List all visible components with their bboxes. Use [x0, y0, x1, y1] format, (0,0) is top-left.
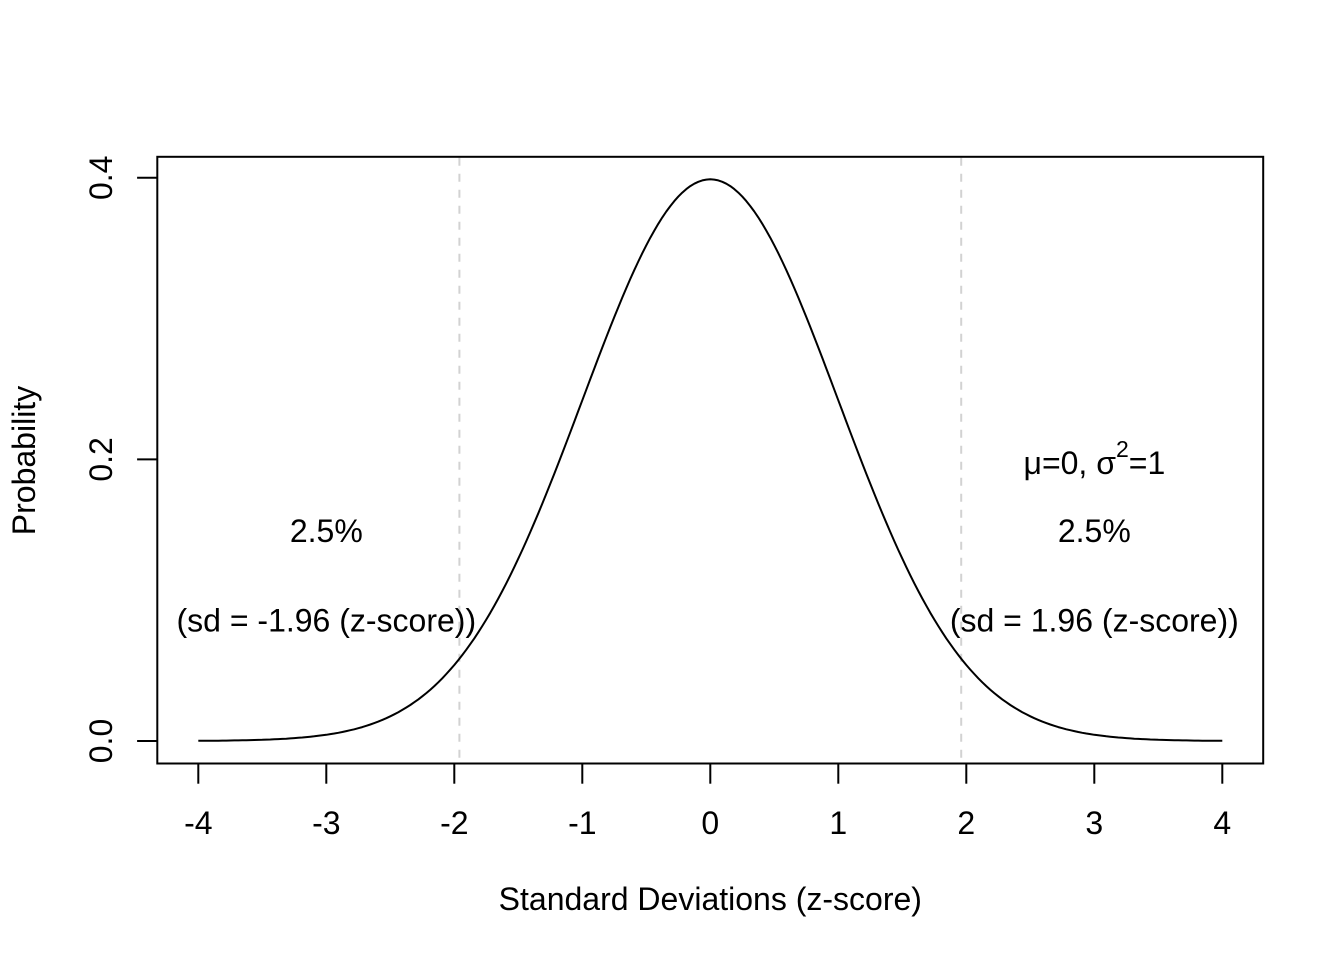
svg-text:4: 4 [1213, 805, 1231, 841]
svg-text:-2: -2 [440, 805, 468, 841]
svg-text:Probability: Probability [6, 386, 42, 535]
svg-text:-3: -3 [312, 805, 340, 841]
svg-text:3: 3 [1085, 805, 1103, 841]
svg-text:(sd = -1.96 (z-score)): (sd = -1.96 (z-score)) [176, 603, 476, 639]
svg-text:2: 2 [957, 805, 975, 841]
svg-text:1: 1 [829, 805, 847, 841]
svg-text:-1: -1 [568, 805, 596, 841]
svg-text:0.2: 0.2 [83, 437, 119, 481]
svg-text:0.4: 0.4 [83, 156, 119, 200]
svg-text:(sd = 1.96 (z-score)): (sd = 1.96 (z-score)) [950, 603, 1239, 639]
svg-text:-4: -4 [184, 805, 212, 841]
svg-text:2.5%: 2.5% [1058, 513, 1131, 549]
svg-text:0: 0 [701, 805, 719, 841]
svg-text:0.0: 0.0 [83, 719, 119, 763]
svg-text:Standard Deviations (z-score): Standard Deviations (z-score) [499, 881, 922, 917]
svg-text:2.5%: 2.5% [290, 513, 363, 549]
